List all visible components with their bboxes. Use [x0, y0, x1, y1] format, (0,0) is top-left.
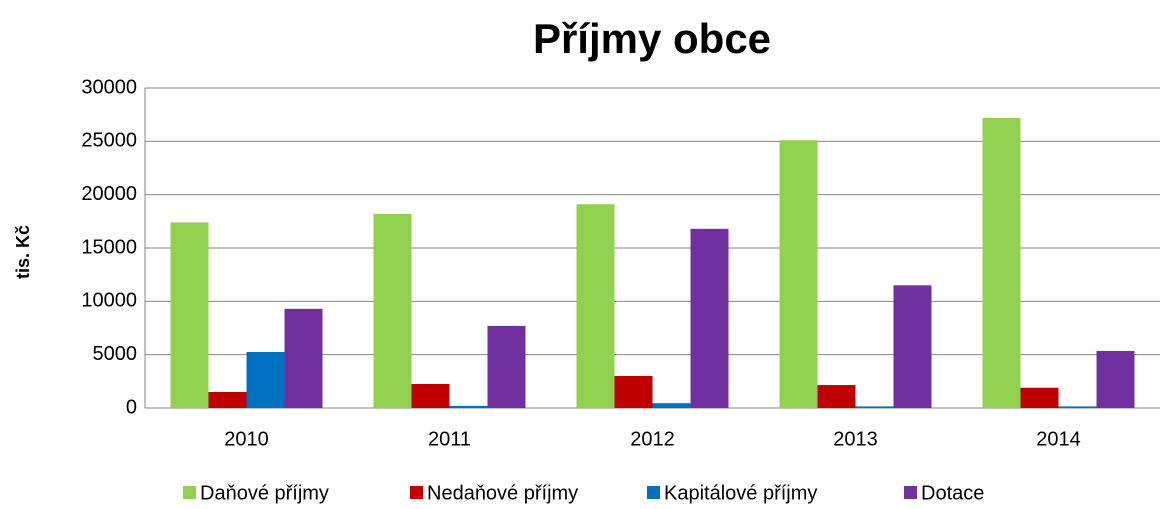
bar	[576, 204, 615, 408]
bar	[982, 117, 1021, 408]
y-tick-label: 10000	[81, 290, 137, 312]
y-tick-label: 5000	[93, 343, 138, 365]
bar	[690, 228, 729, 408]
y-tick-label: 0	[126, 396, 137, 418]
bar	[284, 308, 323, 408]
bar	[817, 385, 856, 408]
bar	[1058, 406, 1097, 408]
legend-label: Kapitálové příjmy	[664, 482, 817, 504]
y-tick-label: 30000	[81, 76, 137, 98]
legend-swatch	[183, 486, 196, 499]
y-axis-label: tis. Kč	[13, 225, 33, 279]
bar	[1020, 387, 1059, 408]
y-tick-label: 15000	[81, 236, 137, 258]
legend-swatch	[904, 486, 917, 499]
bar	[449, 405, 488, 408]
x-tick-label: 2011	[428, 428, 471, 450]
bar	[1096, 350, 1135, 408]
bar	[779, 140, 818, 408]
legend-label: Dotace	[921, 482, 984, 504]
bar	[170, 222, 209, 408]
x-tick-label: 2010	[224, 428, 269, 450]
bar	[893, 285, 932, 408]
bar	[208, 392, 247, 408]
bar	[487, 325, 526, 408]
x-tick-label: 2013	[833, 428, 878, 450]
x-tick-label: 2012	[630, 428, 675, 450]
x-tick-label: 2014	[1036, 428, 1081, 450]
y-tick-label: 25000	[81, 130, 137, 152]
legend-swatch	[647, 486, 660, 499]
bar	[411, 384, 450, 408]
y-tick-label: 20000	[81, 183, 137, 205]
bar	[246, 352, 285, 408]
legend-label: Daňové příjmy	[200, 482, 329, 504]
bar	[614, 376, 653, 408]
chart-title: Příjmy obce	[533, 15, 771, 62]
legend-label: Nedaňové příjmy	[427, 482, 578, 504]
bar	[652, 403, 691, 408]
legend-swatch	[410, 486, 423, 499]
bar	[373, 213, 412, 408]
bar	[855, 406, 894, 408]
